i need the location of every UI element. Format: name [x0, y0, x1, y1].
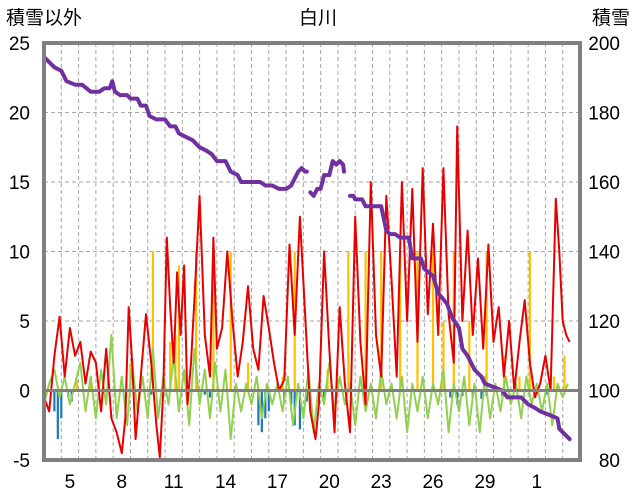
red-series-line	[43, 125, 571, 459]
right-axis-label: 積雪	[592, 7, 630, 29]
purple-series-line	[308, 159, 346, 198]
orange-bar	[75, 379, 78, 391]
blue-bar	[150, 390, 153, 395]
right-y-tick-label: 120	[588, 312, 620, 333]
blue-bar	[323, 390, 326, 398]
blue-bar	[56, 390, 59, 440]
orange-bar	[364, 251, 367, 391]
left-y-tick-label: 15	[9, 173, 30, 194]
orange-bar	[528, 251, 531, 391]
x-tick-label: 17	[267, 472, 288, 493]
purple-series-line	[42, 54, 309, 191]
orange-bar	[518, 376, 521, 391]
green-series-line	[43, 333, 569, 441]
left-y-tick-label: -5	[13, 451, 30, 472]
right-y-tick-label: 160	[588, 173, 620, 194]
orange-bar	[552, 376, 556, 391]
right-y-tick-label: 140	[588, 243, 620, 264]
blue-bar	[264, 390, 267, 419]
blue-bar	[546, 390, 549, 395]
orange-bar	[399, 251, 402, 391]
orange-bar	[380, 251, 383, 391]
orange-bar	[177, 265, 180, 391]
blue-bar	[449, 390, 452, 398]
x-tick-label: 8	[117, 472, 128, 493]
left-y-tick-label: 20	[9, 104, 30, 125]
right-y-tick-label: 100	[588, 382, 620, 403]
blue-bar	[267, 390, 270, 412]
orange-bar	[89, 383, 92, 391]
right-y-tick-label: 80	[599, 451, 620, 472]
left-y-tick-label: 5	[19, 312, 30, 333]
purple-series-line	[348, 193, 572, 442]
left-y-tick-label: 25	[9, 34, 30, 55]
blue-bar	[208, 390, 212, 398]
x-tick-label: 23	[371, 472, 392, 493]
orange-bar	[347, 251, 350, 391]
blue-bar	[203, 390, 206, 395]
right-y-tick-label: 180	[588, 104, 620, 125]
x-tick-label: 29	[474, 472, 495, 493]
chart-title: 白川	[299, 7, 337, 29]
blue-bar	[480, 390, 483, 399]
orange-bar	[431, 251, 435, 391]
orange-bar	[212, 251, 215, 391]
orange-bar	[563, 355, 566, 391]
blue-bar	[305, 390, 308, 402]
plot-frame	[42, 41, 582, 462]
orange-bar	[246, 362, 250, 391]
blue-bar	[257, 390, 260, 426]
blue-bar	[298, 390, 301, 430]
orange-bar	[169, 341, 172, 391]
orange-bar	[195, 251, 198, 391]
x-tick-label: 26	[422, 472, 443, 493]
x-tick-label: 5	[65, 472, 76, 493]
left-y-tick-label: 0	[19, 382, 30, 403]
left-y-tick-label: 10	[9, 243, 30, 264]
orange-bar	[229, 251, 232, 391]
orange-bar	[151, 251, 155, 391]
x-tick-label: 14	[215, 472, 237, 493]
orange-bar	[174, 334, 177, 391]
x-tick-label: 20	[319, 472, 340, 493]
grid-layer	[44, 43, 580, 460]
blue-bar	[53, 390, 56, 412]
x-tick-label: 11	[164, 472, 184, 493]
blue-bar	[60, 390, 63, 419]
orange-bar	[442, 321, 445, 391]
blue-bar	[290, 390, 293, 405]
x-tick-label: 1	[531, 472, 542, 493]
series-layer	[42, 54, 572, 459]
right-y-tick-label: 200	[588, 34, 620, 55]
left-axis-label: 積雪以外	[6, 7, 82, 29]
orange-bar	[485, 251, 488, 391]
